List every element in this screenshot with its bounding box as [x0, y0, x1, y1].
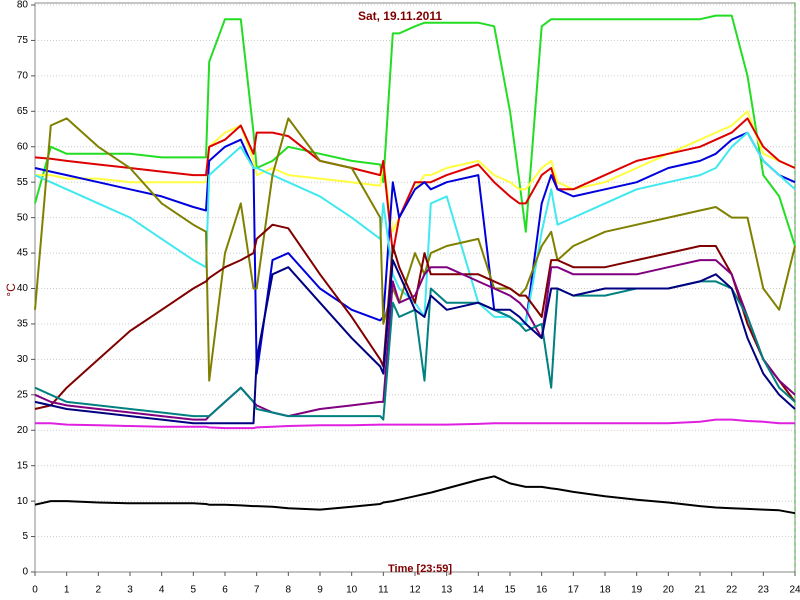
- x-tick-label: 14: [473, 585, 485, 596]
- x-tick-label: 0: [32, 585, 38, 596]
- y-tick-label: 65: [17, 106, 29, 117]
- x-tick-label: 16: [536, 585, 548, 596]
- x-tick-label: 10: [346, 585, 358, 596]
- x-tick-label: 22: [726, 585, 738, 596]
- y-axis-label: °C: [4, 283, 18, 297]
- y-tick-label: 10: [17, 496, 29, 507]
- y-tick-label: 50: [17, 212, 29, 223]
- series-line: [35, 418, 795, 430]
- x-tick-label: 3: [127, 585, 133, 596]
- series-line: [34, 117, 796, 382]
- x-tick-label: 20: [663, 585, 675, 596]
- y-tick-label: 55: [17, 177, 29, 188]
- series-line: [34, 131, 796, 375]
- x-tick-label: 7: [254, 585, 260, 596]
- series-line: [34, 259, 796, 421]
- x-tick-label: 18: [599, 585, 611, 596]
- x-tick-label: 17: [568, 585, 580, 596]
- x-tick-label: 11: [378, 585, 389, 596]
- y-tick-label: 30: [17, 354, 29, 365]
- x-tick-label: 21: [694, 585, 706, 596]
- y-tick-label: 15: [17, 460, 29, 471]
- x-tick-label: 24: [789, 585, 800, 596]
- x-tick-label: 13: [441, 585, 453, 596]
- x-tick-label: 8: [286, 585, 292, 596]
- x-tick-label: 4: [159, 585, 165, 596]
- series-line: [34, 475, 796, 515]
- y-tick-label: 75: [17, 35, 29, 46]
- y-tick-label: 20: [17, 425, 29, 436]
- y-tick-label: 60: [17, 141, 29, 152]
- x-tick-label: 12: [409, 585, 421, 596]
- x-tick-label: 5: [191, 585, 197, 596]
- chart-title: Sat, 19.11.2011: [358, 9, 442, 23]
- x-tick-label: 23: [758, 585, 770, 596]
- series-line: [34, 259, 796, 425]
- x-tick-label: 6: [222, 585, 228, 596]
- y-tick-label: 80: [17, 0, 29, 11]
- y-tick-label: 0: [22, 567, 28, 578]
- series-line: [34, 14, 796, 247]
- x-axis-label: Time [23:59]: [388, 563, 452, 575]
- y-tick-label: 35: [17, 319, 29, 330]
- x-tick-label: 9: [317, 585, 323, 596]
- x-tick-label: 15: [504, 585, 516, 596]
- x-tick-label: 19: [631, 585, 643, 596]
- y-tick-label: 70: [17, 71, 29, 82]
- x-tick-label: 1: [64, 585, 70, 596]
- y-tick-label: 45: [17, 248, 29, 259]
- series-line: [34, 117, 796, 255]
- y-tick-label: 5: [22, 531, 28, 542]
- series-line: [34, 223, 796, 410]
- y-tick-label: 40: [17, 283, 29, 294]
- series-lines: [34, 14, 796, 515]
- y-tick-label: 25: [17, 389, 29, 400]
- x-tick-label: 2: [96, 585, 102, 596]
